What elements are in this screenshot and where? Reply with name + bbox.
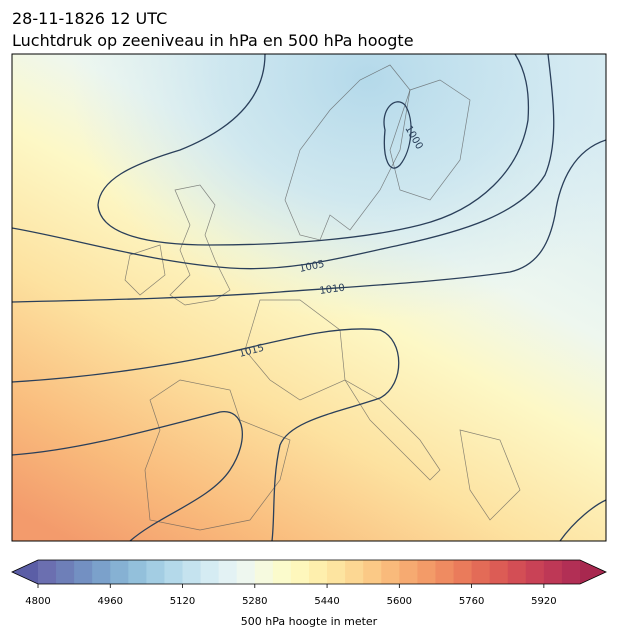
map-frame xyxy=(11,53,607,542)
colorbar-segment xyxy=(38,560,57,584)
colorbar-segment xyxy=(146,560,165,584)
colorbar-segment xyxy=(327,560,346,584)
colorbar-tick-label: 5760 xyxy=(459,596,484,607)
colorbar-segment xyxy=(561,560,581,584)
colorbar-segment xyxy=(345,560,364,584)
colorbar-segment xyxy=(272,560,292,584)
colorbar-segment xyxy=(164,560,184,584)
colorbar-tick-label: 5440 xyxy=(314,596,339,607)
contour-label: 1005 xyxy=(298,259,325,275)
colorbar-segment xyxy=(200,560,220,584)
colorbar-segment xyxy=(182,560,202,584)
colorbar-tick-label: 5120 xyxy=(170,596,195,607)
colorbar-segment xyxy=(92,560,111,584)
colorbar-segment xyxy=(471,560,491,584)
colorbar-tick-label: 5600 xyxy=(387,596,412,607)
subtitle: Luchtdruk op zeeniveau in hPa en 500 hPa… xyxy=(12,31,414,50)
colorbar-tick-label: 4960 xyxy=(98,596,123,607)
colorbar-segment xyxy=(128,560,147,584)
colorbar-segment xyxy=(110,560,129,584)
colorbar-segment xyxy=(218,560,238,584)
isobars xyxy=(12,54,606,541)
colorbar-segment xyxy=(290,560,310,584)
colorbar-tick-label: 5280 xyxy=(242,596,267,607)
colorbar-over xyxy=(580,560,606,584)
colorbar-segment xyxy=(525,560,545,584)
coastlines xyxy=(124,64,521,531)
colorbar-segment xyxy=(381,560,400,584)
colorbar-segment xyxy=(417,560,436,584)
colorbar-segment xyxy=(489,560,509,584)
colorbar-segment xyxy=(363,560,382,584)
colorbar-label: 500 hPa hoogte in meter xyxy=(241,615,378,628)
colorbar-tick-label: 5920 xyxy=(531,596,556,607)
colorbar-segment xyxy=(543,560,563,584)
colorbar-segment xyxy=(309,560,328,584)
colorbar: 4800 4960 5120 5280 5440 5600 5760 5920 xyxy=(11,559,607,607)
colorbar-segment xyxy=(56,560,75,584)
colorbar-segment xyxy=(254,560,274,584)
height-low xyxy=(12,54,606,541)
colorbar-segment xyxy=(507,560,527,584)
colorbar-segment xyxy=(74,560,93,584)
colorbar-segment xyxy=(435,560,455,584)
colorbar-under xyxy=(12,560,38,584)
colorbar-segment xyxy=(453,560,473,584)
colorbar-tick-label: 4800 xyxy=(25,596,50,607)
map: 1000 1005 1010 1015 xyxy=(12,54,606,541)
contour-label: 1010 xyxy=(319,283,346,297)
colorbar-segment xyxy=(236,560,256,584)
colorbar-segment xyxy=(399,560,418,584)
title: 28-11-1826 12 UTC xyxy=(12,9,167,28)
